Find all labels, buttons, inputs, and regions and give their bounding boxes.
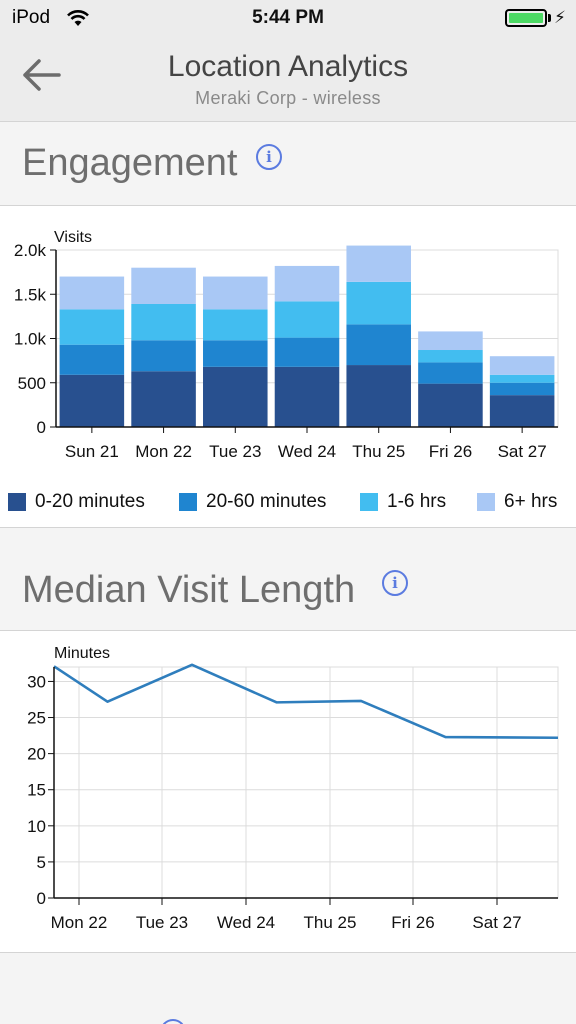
line-chart-xtick-label: Mon 22 (51, 913, 108, 932)
legend-item[interactable]: 0-20 minutes (8, 491, 145, 513)
bar-segment[interactable] (274, 301, 340, 338)
page-title: Location Analytics (167, 50, 409, 83)
bar-segment[interactable] (203, 340, 268, 367)
bar-segment[interactable] (346, 245, 411, 282)
bar-segment[interactable] (203, 309, 268, 341)
bar-segment[interactable] (203, 276, 268, 310)
line-chart-ytick-label: 20 (27, 745, 46, 764)
bar-chart-ytick-label: 2.0k (14, 241, 47, 260)
legend-label: 0-20 minutes (35, 491, 145, 512)
bar-chart-xtick-label: Wed 24 (278, 442, 336, 461)
bar-chart-ytick-label: 500 (18, 374, 46, 393)
bar-segment[interactable] (131, 303, 196, 341)
line-chart-xtick-label: Tue 23 (136, 913, 188, 932)
bar-chart-xtick-label: Sat 27 (498, 442, 547, 461)
back-button[interactable] (14, 52, 68, 98)
median-visit-title: Median Visit Length (22, 569, 356, 611)
bar-segment[interactable] (346, 365, 411, 427)
page-subtitle: Meraki Corp - wireless (195, 88, 381, 108)
legend-swatch (477, 493, 495, 511)
legend-swatch (360, 493, 378, 511)
bar-chart-xtick-label: Tue 23 (209, 442, 261, 461)
median-visit-line[interactable] (53, 663, 559, 740)
legend-item[interactable]: 20-60 minutes (179, 491, 326, 513)
bar-segment[interactable] (489, 395, 555, 427)
bar-segment[interactable] (274, 366, 340, 427)
bar-segment[interactable] (203, 366, 268, 427)
bar-chart-xtick-label: Fri 26 (429, 442, 472, 461)
carrier-label: iPod (12, 7, 51, 28)
line-chart-xtick-label: Sat 27 (472, 913, 521, 932)
next-section-header (0, 953, 576, 1024)
legend-label: 1-6 hrs (387, 491, 447, 512)
bar-segment[interactable] (346, 324, 411, 366)
bar-segment[interactable] (489, 374, 555, 383)
bar-segment[interactable] (131, 340, 196, 372)
line-chart-xtick-label: Fri 26 (391, 913, 434, 932)
bar-chart-ylabel: Visits (54, 229, 92, 246)
line-chart-ylabel: Minutes (54, 645, 110, 662)
status-time: 5:44 PM (252, 7, 324, 28)
nav-bar: Location Analytics Meraki Corp - wireles… (0, 36, 576, 122)
line-chart-ytick-label: 5 (37, 853, 46, 872)
status-bar: iPod 5:44 PM ⚡︎ (0, 0, 576, 36)
median-visit-info-icon[interactable]: i (382, 570, 408, 596)
battery-icon (505, 9, 547, 27)
bar-segment[interactable] (489, 382, 555, 396)
bar-segment[interactable] (59, 344, 125, 375)
legend-swatch (179, 493, 197, 511)
median-visit-section-header: Median Visit Length i (0, 528, 576, 631)
engagement-title: Engagement (22, 142, 238, 184)
bar-chart-xtick-label: Sun 21 (65, 442, 119, 461)
bar-chart-xtick-label: Mon 22 (135, 442, 192, 461)
bar-segment[interactable] (418, 331, 483, 351)
median-visit-line-chart: Minutes 0 5 10 15 20 25 30 Mon 22 Tue 23 Wed 24 Thu… (27, 645, 559, 932)
bar-segment[interactable] (274, 337, 340, 367)
line-chart-ytick-label: 30 (27, 672, 46, 691)
bar-segment[interactable] (418, 350, 483, 363)
bar-segment[interactable] (131, 267, 196, 304)
engagement-bar-chart: Visits 0 500 1.0k 1.5k 2.0k Sun 21 Mon 22 Tue 23… (14, 229, 559, 461)
legend-item[interactable]: 6+ hrs (477, 491, 557, 513)
line-chart-ytick-label: 0 (37, 889, 46, 908)
engagement-info-icon[interactable]: i (256, 144, 282, 170)
bar-segment[interactable] (274, 265, 340, 302)
next-section-info-icon[interactable] (160, 1019, 186, 1024)
line-chart-ytick-label: 10 (27, 817, 46, 836)
legend-label: 20-60 minutes (206, 491, 327, 512)
median-visit-card: Minutes 0 5 10 15 20 25 30 Mon 22 Tue 23 Wed 24 Thu… (0, 631, 576, 953)
line-chart-xtick-label: Wed 24 (217, 913, 275, 932)
charging-bolt-icon: ⚡︎ (554, 8, 566, 27)
bar-segment[interactable] (59, 276, 125, 310)
line-chart-ytick-label: 25 (27, 709, 46, 728)
bar-segment[interactable] (418, 362, 483, 384)
line-chart-ytick-label: 15 (27, 781, 46, 800)
bar-chart-ytick-label: 1.5k (14, 285, 47, 304)
bar-chart-ytick-label: 0 (37, 418, 46, 437)
legend-item[interactable]: 1-6 hrs (360, 491, 446, 513)
bar-segment[interactable] (131, 371, 196, 427)
battery-tip (548, 14, 551, 22)
engagement-card: Visits 0 500 1.0k 1.5k 2.0k Sun 21 Mon 22 Tue 23… (0, 206, 576, 528)
engagement-section-header: Engagement i (0, 122, 576, 206)
bar-segment[interactable] (489, 356, 555, 375)
bar-chart-xtick-label: Thu 25 (352, 442, 405, 461)
legend-label: 6+ hrs (504, 491, 558, 512)
bar-segment[interactable] (346, 281, 411, 325)
line-chart-xtick-label: Thu 25 (304, 913, 357, 932)
legend-swatch (8, 493, 26, 511)
bar-segment[interactable] (59, 309, 125, 345)
wifi-icon (67, 10, 89, 26)
arrow-left-icon (23, 59, 61, 91)
bar-chart-ytick-label: 1.0k (14, 330, 47, 349)
bar-segment[interactable] (59, 374, 125, 427)
engagement-legend: 0-20 minutes 20-60 minutes 1-6 hrs 6+ hrs (0, 491, 576, 521)
bar-segment[interactable] (418, 383, 483, 427)
